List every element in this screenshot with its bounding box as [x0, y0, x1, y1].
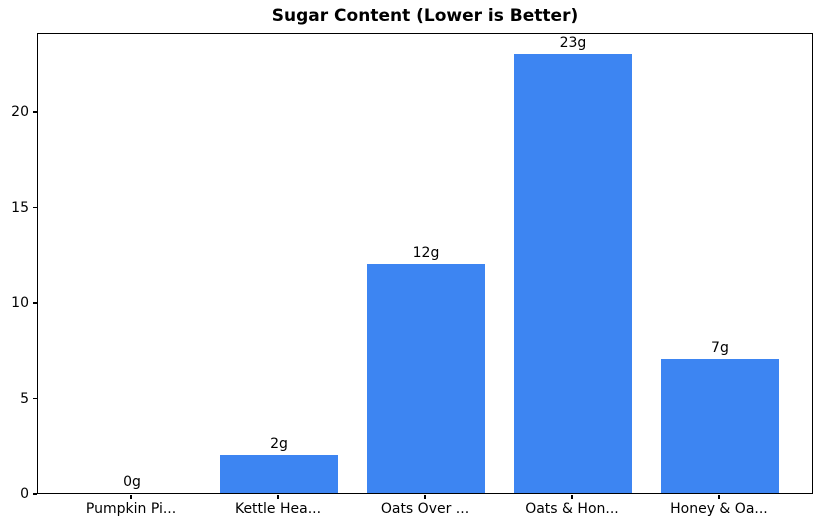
y-axis-tick [32, 397, 37, 400]
x-tick-label: Pumpkin Pi... [85, 501, 177, 517]
x-tick-label: Kettle Hea... [234, 501, 322, 517]
bar-value-label: 7g [711, 340, 729, 357]
bar-value-label: 12g [412, 244, 440, 261]
y-axis-tick [32, 206, 37, 209]
plot-area: 0g 2g 12g 23g 7g [37, 33, 813, 494]
x-tick-label: Honey & Oa... [670, 501, 768, 517]
y-axis-tick [32, 111, 37, 113]
y-tick-label: 5 [20, 390, 29, 407]
bar [367, 263, 485, 493]
x-axis-tick [571, 494, 573, 499]
bar-value-label: 0g [123, 474, 141, 490]
y-tick-label: 0 [20, 486, 29, 502]
y-axis-tick [32, 493, 37, 495]
x-axis-tick [718, 494, 720, 499]
x-axis-tick [130, 494, 132, 499]
bar-value-label: 23g [559, 34, 587, 51]
x-tick-label: Oats Over ... [380, 501, 470, 517]
y-tick-label: 10 [11, 295, 29, 312]
bar [514, 53, 632, 493]
x-axis-tick [277, 494, 279, 499]
x-tick-label: Oats & Hon... [525, 501, 619, 517]
y-axis-tick [32, 302, 37, 304]
bar [220, 454, 338, 493]
x-axis-tick [424, 494, 426, 499]
bar-value-label: 2g [270, 435, 288, 452]
y-tick-label: 20 [11, 104, 29, 121]
y-tick-label: 15 [11, 199, 29, 216]
chart-title: Sugar Content (Lower is Better) [271, 6, 579, 26]
bar [661, 359, 779, 493]
